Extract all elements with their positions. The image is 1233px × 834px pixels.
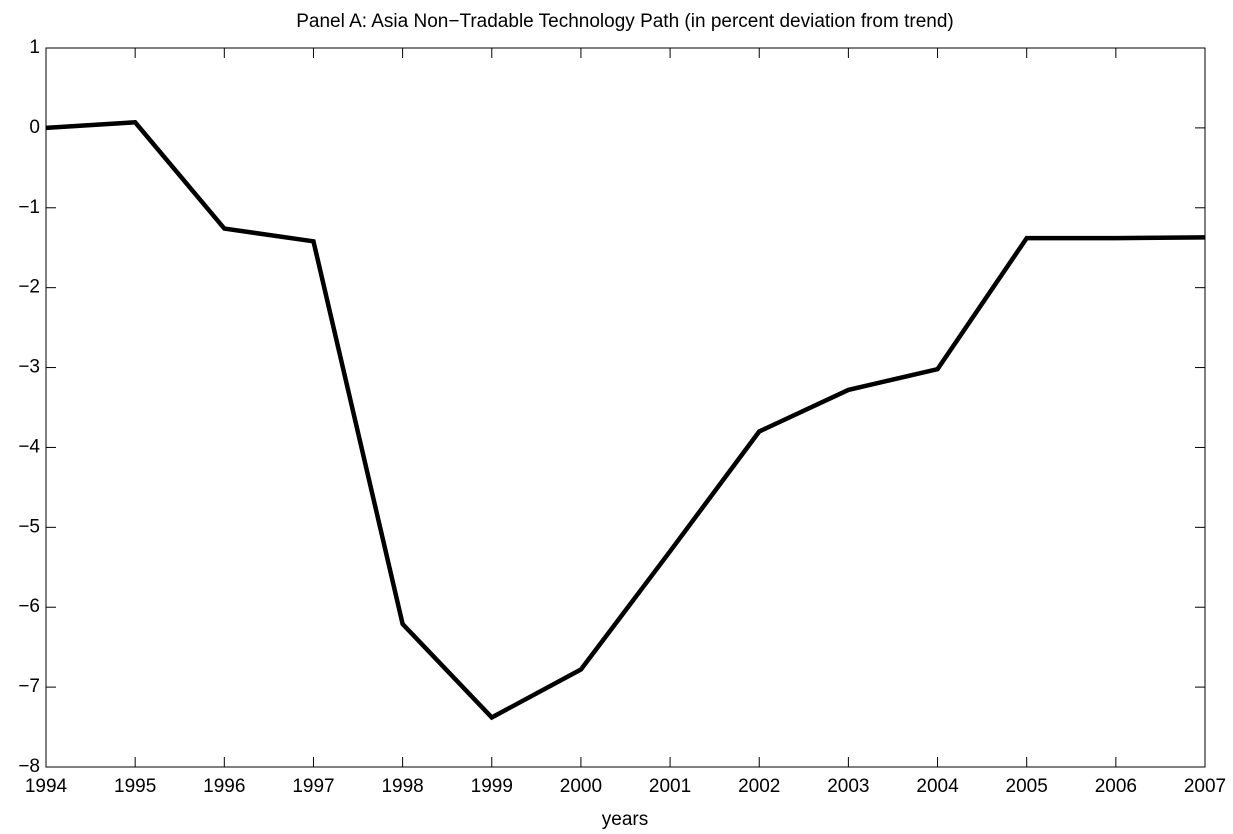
y-tick-label: 0 [29,117,40,138]
x-tick-label: 1996 [203,776,245,797]
plot-frame [45,47,1206,768]
x-tick-label: 1995 [114,776,156,797]
y-tick-label: −4 [18,436,40,457]
y-tick-label: −7 [18,676,40,697]
x-tick-label: 2003 [827,776,869,797]
x-tick-label: 1997 [292,776,334,797]
chart-title: Panel A: Asia Non−Tradable Technology Pa… [296,11,953,32]
x-axis-label: years [602,809,648,830]
y-tick-label: −5 [18,516,40,537]
x-tick-label: 2000 [560,776,602,797]
y-tick-label: 1 [29,37,40,58]
x-tick-label: 2005 [1006,776,1048,797]
y-tick-label: −8 [18,756,40,777]
x-tick-label: 2007 [1184,776,1226,797]
y-tick-label: −2 [18,277,40,298]
x-tick-label: 1998 [381,776,423,797]
y-tick-label: −6 [18,596,40,617]
x-tick-label: 1999 [471,776,513,797]
y-tick-label: −1 [18,197,40,218]
x-tick-label: 2001 [649,776,691,797]
x-tick-label: 2006 [1095,776,1137,797]
x-tick-label: 2004 [916,776,959,797]
x-tick-label: 1994 [25,776,68,797]
line-series [45,119,1206,721]
y-tick-label: −3 [18,357,40,378]
x-tick-label: 2002 [738,776,780,797]
